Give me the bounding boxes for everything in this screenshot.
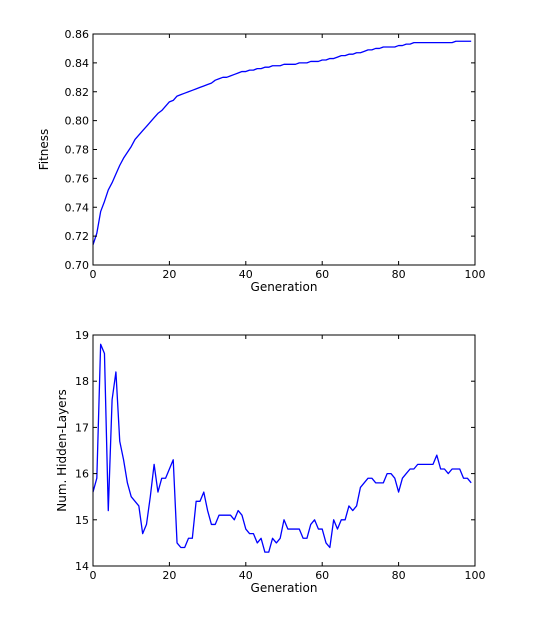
- fitness-y-tick-label: 0.86: [65, 28, 90, 41]
- fitness-x-tick-label: 40: [239, 268, 253, 281]
- fitness-x-tick-label: 100: [465, 268, 486, 281]
- fitness-y-axis-label: Fitness: [37, 129, 51, 171]
- hidden-layers-y-tick-label: 14: [75, 560, 89, 573]
- hidden-layers-x-tick-label: 0: [90, 569, 97, 582]
- fitness-y-tick-label: 0.72: [65, 230, 90, 243]
- fitness-x-tick-label: 0: [90, 268, 97, 281]
- fitness-y-tick-label: 0.82: [65, 86, 90, 99]
- hidden-layers-x-axis-label: Generation: [251, 581, 318, 595]
- fitness-x-tick-label: 60: [315, 268, 329, 281]
- hidden-layers-y-tick-label: 19: [75, 329, 89, 342]
- hidden-layers-y-tick-label: 17: [75, 421, 89, 434]
- fitness-x-tick-label: 20: [162, 268, 176, 281]
- hidden-layers-chart: 0 20 40 60 80 100 14 15 16 17 18 19 Generation Num. H…: [55, 329, 486, 595]
- hidden-layers-x-tick-label: 40: [239, 569, 253, 582]
- hidden-layers-plot-frame: [92, 334, 476, 567]
- hidden-layers-y-tick-label: 16: [75, 468, 89, 481]
- hidden-layers-y-axis-label: Num. Hidden-Layers: [55, 389, 69, 512]
- hidden-layers-x-tick-label: 60: [315, 569, 329, 582]
- hidden-layers-y-tick-label: 15: [75, 514, 89, 527]
- hidden-layers-y-tick-label: 18: [75, 375, 89, 388]
- fitness-plot-frame: [92, 33, 476, 266]
- fitness-y-tick-label: 0.70: [65, 259, 90, 272]
- hidden-layers-x-tick-label: 80: [392, 569, 406, 582]
- hidden-layers-x-tick-label: 20: [162, 569, 176, 582]
- fitness-y-tick-label: 0.76: [65, 172, 90, 185]
- fitness-chart: 0 20 40 60 80 100 0.70 0.72 0.74 0.76 0.78 0.80 0.82…: [37, 28, 486, 294]
- fitness-y-tick-label: 0.84: [65, 57, 90, 70]
- fitness-y-tick-label: 0.74: [65, 201, 90, 214]
- fitness-y-tick-label: 0.80: [65, 115, 90, 128]
- fitness-series-line: [92, 40, 472, 245]
- hidden-layers-x-tick-label: 100: [465, 569, 486, 582]
- hidden-layers-series-line: [92, 343, 472, 553]
- fitness-x-axis-label: Generation: [251, 280, 318, 294]
- fitness-y-tick-label: 0.78: [65, 144, 90, 157]
- fitness-x-tick-label: 80: [392, 268, 406, 281]
